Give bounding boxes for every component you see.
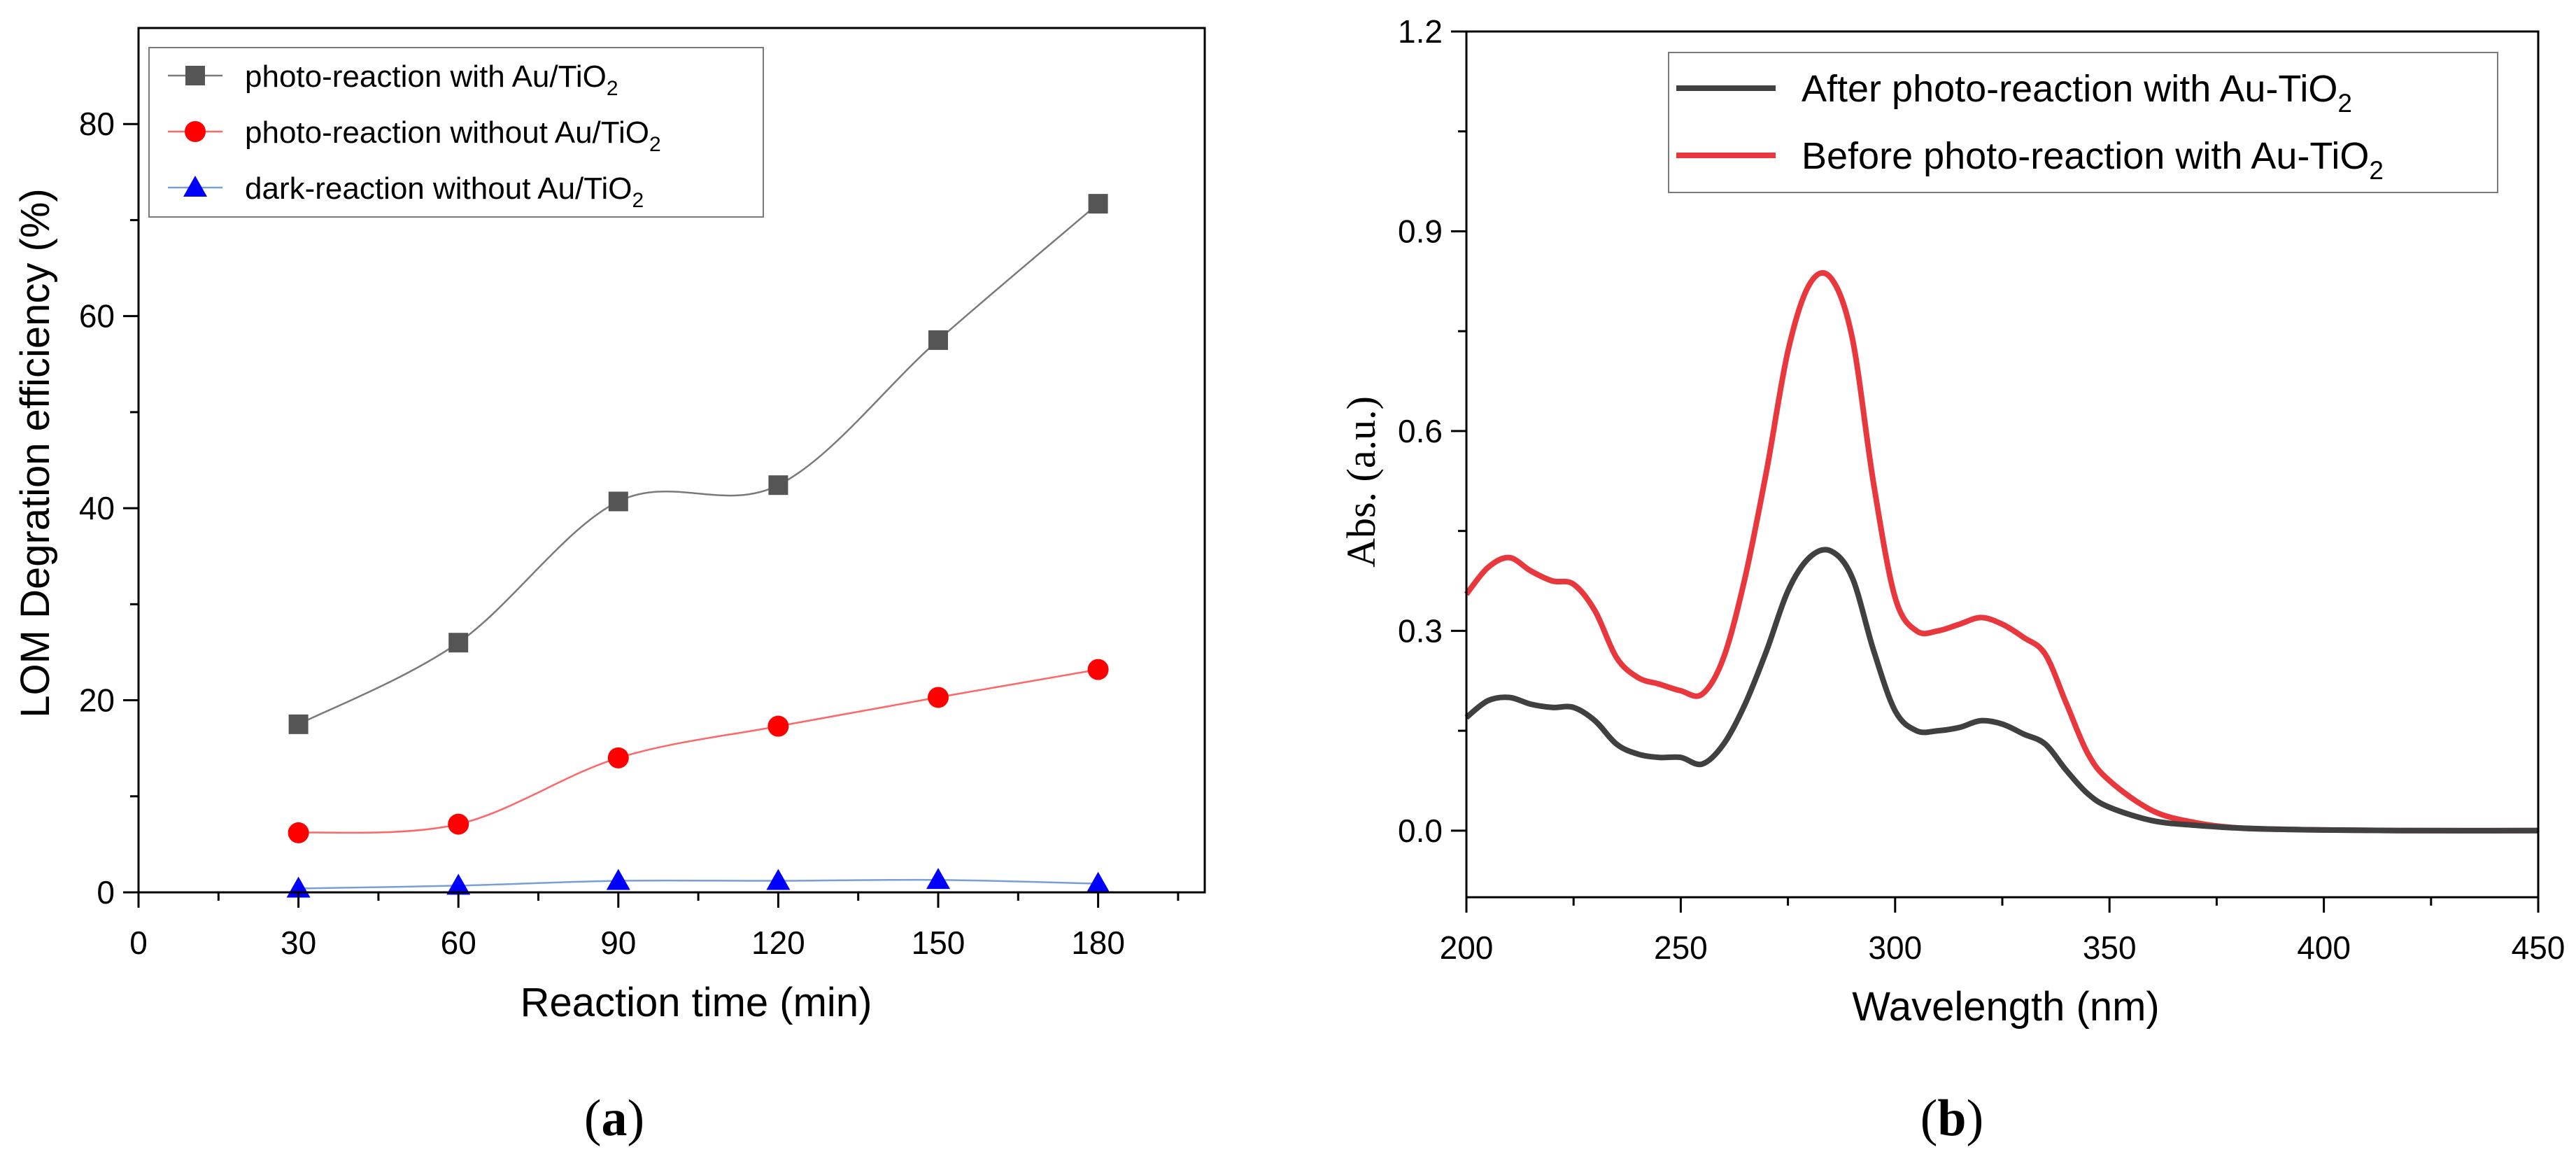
panel-b-x-tick-label: 300 (1868, 929, 1922, 966)
panel-a-legend-label-3: dark-reaction without Au/TiO2 (245, 171, 644, 212)
panel-a-legend-marker (185, 121, 206, 142)
panel-a-x-tick-label: 180 (1071, 925, 1125, 961)
panel-a-legend-label-1-text: photo-reaction with Au/TiO (245, 59, 607, 94)
panel-a-series-line-2 (298, 668, 1098, 834)
panel-a-x-axis-label: Reaction time (min) (521, 980, 872, 1025)
panel-a-series-2-point (607, 747, 629, 768)
panel-a-x-tick-label: 90 (600, 925, 636, 961)
panel-a: 0 30 60 90 120 150 180 0 20 40 60 80 photo-reactio… (13, 27, 1206, 1147)
panel-a-legend-label-3-subscript: 2 (632, 189, 644, 212)
panel-a-y-tick-label: 20 (79, 682, 115, 719)
panel-a-series-2-point (448, 813, 469, 835)
panel-b-legend: After photo-reaction with Au-TiO2Before … (1668, 52, 2498, 193)
panel-b-x-axis-label: Wavelength (nm) (1852, 984, 2159, 1030)
panel-b-x-tick-label: 350 (2083, 929, 2137, 966)
panel-a-series-1-point (1088, 194, 1108, 214)
panel-a-series-2-point (928, 687, 949, 708)
panel-b-x-tick-label: 200 (1440, 929, 1494, 966)
panel-b-legend-label-1-subscript: 2 (2337, 89, 2352, 118)
panel-a-legend-marker (185, 66, 205, 85)
panel-b-y-tick-label: 1.2 (1398, 13, 1443, 50)
panel-a-series-1-point (608, 491, 628, 512)
panel-b-x-tick-label: 250 (1654, 929, 1708, 966)
panel-a-x-tick-label: 0 (129, 925, 148, 961)
panel-a-series-3-point (446, 873, 471, 895)
panel-b-label: (b) (1920, 1090, 1983, 1147)
panel-a-y-axis-label: LOM Degration efficiency (%) (13, 188, 58, 717)
panel-a-legend-label-1: photo-reaction with Au/TiO2 (245, 59, 618, 100)
panel-a-legend-label-2: photo-reaction without Au/TiO2 (245, 115, 661, 156)
panel-b-legend-label-1: After photo-reaction with Au-TiO2 (1802, 68, 2352, 118)
panel-a-y-tick-label: 80 (79, 106, 115, 142)
panel-b-legend-label-2-text: Before photo-reaction with Au-TiO (1802, 135, 2369, 177)
panel-a-legend-box (148, 47, 764, 218)
panel-a-label-close: ) (628, 1090, 645, 1147)
panel-a-x-tick-label: 60 (441, 925, 476, 961)
panel-a-y-tick-label: 0 (97, 874, 115, 911)
panel-a-x-tick-label: 120 (751, 925, 805, 961)
panel-a-label-open: ( (584, 1090, 602, 1147)
panel-a-legend-marker (183, 176, 207, 197)
panel-b-y-tick-label: 0.9 (1398, 213, 1443, 249)
panel-a-series-1-point (928, 330, 948, 350)
panel-a-series-2-point (767, 715, 789, 737)
panel-a-legend-label-3-text: dark-reaction without Au/TiO (245, 171, 632, 206)
panel-b-series-line-1 (1464, 547, 2539, 834)
panel-a-y-tick-label: 40 (79, 490, 115, 526)
panel-b-y-tick-label: 0.6 (1398, 413, 1443, 449)
panel-a-series-line-1 (298, 203, 1099, 726)
panel-a-series-1-point (768, 475, 788, 496)
panel-b-legend-label-2-subscript: 2 (2369, 156, 2384, 185)
panel-b-label-close: ) (1967, 1090, 1984, 1147)
panel-b-legend-label-1-text: After photo-reaction with Au-TiO (1802, 68, 2337, 110)
panel-b-x-tick-label: 400 (2297, 929, 2351, 966)
panel-a-legend-label-2-text: photo-reaction without Au/TiO (245, 115, 649, 150)
panel-a-series-2-point (288, 822, 309, 843)
panel-b-legend-label-2: Before photo-reaction with Au-TiO2 (1802, 135, 2384, 185)
panel-a-series-3-point (1086, 871, 1110, 893)
panel-b-legend-box (1668, 52, 2498, 193)
panel-a-series-2-point (1087, 659, 1109, 680)
panel-a-legend: photo-reaction with Au/TiO2photo-reactio… (148, 47, 764, 218)
panel-a-plot-frame (137, 27, 1206, 894)
panel-a-series-1-point (288, 714, 309, 734)
panel-a-legend-label-2-subscript: 2 (649, 133, 661, 156)
panel-b-x-tick-label: 450 (2512, 929, 2566, 966)
panel-a-x-tick-label: 30 (281, 925, 316, 961)
panel-a-series-1-point (448, 633, 469, 653)
panel-a-series-3-point (766, 869, 791, 890)
panel-a-y-tick-label: 60 (79, 298, 115, 335)
panel-a-series-line-3 (298, 878, 1098, 890)
panel-a-x-tick-label: 150 (912, 925, 965, 961)
panel-b-series-line-2 (1464, 269, 2539, 834)
panel-a-series-3-point (606, 869, 630, 890)
panel-a-label-letter: a (602, 1090, 628, 1147)
panel-b-y-axis-label: Abs. (a.u.) (1338, 396, 1384, 568)
panel-a-series-3-point (926, 868, 950, 890)
panel-a-legend-label-1-subscript: 2 (607, 77, 618, 100)
panel-b-label-letter: b (1937, 1090, 1966, 1147)
panel-a-label: (a) (584, 1090, 644, 1147)
panel-b: 200 250 300 350 400 450 0.0 0.3 0.6 0.9 1.2 After… (1338, 13, 2565, 1147)
panel-b-y-tick-label: 0.0 (1398, 813, 1443, 849)
panel-b-y-tick-label: 0.3 (1398, 612, 1443, 649)
panel-b-label-open: ( (1920, 1090, 1938, 1147)
